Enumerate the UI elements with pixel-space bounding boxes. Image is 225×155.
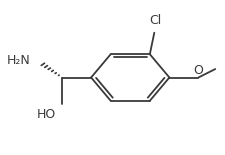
Text: H₂N: H₂N — [7, 54, 31, 67]
Text: HO: HO — [37, 108, 56, 121]
Text: O: O — [193, 64, 202, 77]
Text: Cl: Cl — [149, 14, 161, 27]
